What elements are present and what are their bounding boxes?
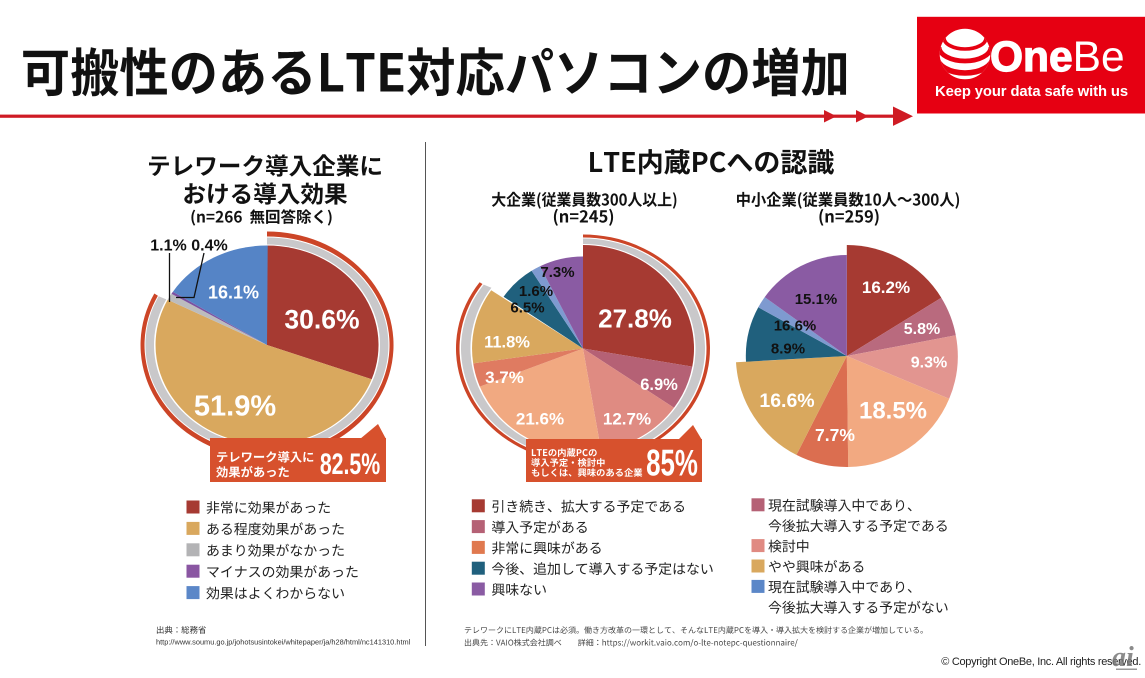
svg-text:11.8%: 11.8% <box>484 334 530 352</box>
svg-text:7.7%: 7.7% <box>815 425 855 445</box>
svg-text:http://www.soumu.go.jp/johotsu: http://www.soumu.go.jp/johotsusintokei/w… <box>156 638 411 647</box>
svg-text:9.3%: 9.3% <box>911 354 947 371</box>
svg-text:6.9%: 6.9% <box>640 376 678 394</box>
svg-text:0.4%: 0.4% <box>191 237 227 254</box>
svg-text:21.6%: 21.6% <box>516 410 564 429</box>
svg-text:16.6%: 16.6% <box>774 318 817 335</box>
svg-text:16.6%: 16.6% <box>759 390 814 412</box>
svg-text:7.3%: 7.3% <box>540 264 574 281</box>
svg-text:1.6%: 1.6% <box>519 283 553 300</box>
svg-text:18.5%: 18.5% <box>859 398 927 425</box>
svg-text:51.9%: 51.9% <box>194 391 276 423</box>
svg-text:12.7%: 12.7% <box>603 410 651 429</box>
svg-text:1.1%: 1.1% <box>150 237 186 254</box>
svg-text:15.1%: 15.1% <box>795 291 838 308</box>
svg-text:ai: ai <box>1112 642 1134 673</box>
svg-text:3.7%: 3.7% <box>485 368 524 387</box>
svg-text:16.2%: 16.2% <box>862 278 910 297</box>
svg-text:16.1%: 16.1% <box>208 283 259 303</box>
svg-text:Keep your data safe with us: Keep your data safe with us <box>935 84 1128 100</box>
svg-text:OneBe: OneBe <box>990 34 1125 81</box>
svg-text:82.5%: 82.5% <box>320 446 380 481</box>
svg-text:30.6%: 30.6% <box>284 305 359 335</box>
svg-text:85%: 85% <box>646 442 698 484</box>
svg-text:27.8%: 27.8% <box>598 304 672 334</box>
svg-text:8.9%: 8.9% <box>771 341 805 358</box>
svg-text:© Copyright OneBe, Inc. All ri: © Copyright OneBe, Inc. All rights reser… <box>941 656 1141 668</box>
svg-text:6.5%: 6.5% <box>510 300 544 317</box>
svg-text:5.8%: 5.8% <box>904 321 940 338</box>
